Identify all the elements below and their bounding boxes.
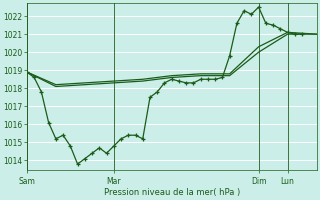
X-axis label: Pression niveau de la mer( hPa ): Pression niveau de la mer( hPa ) (104, 188, 240, 197)
